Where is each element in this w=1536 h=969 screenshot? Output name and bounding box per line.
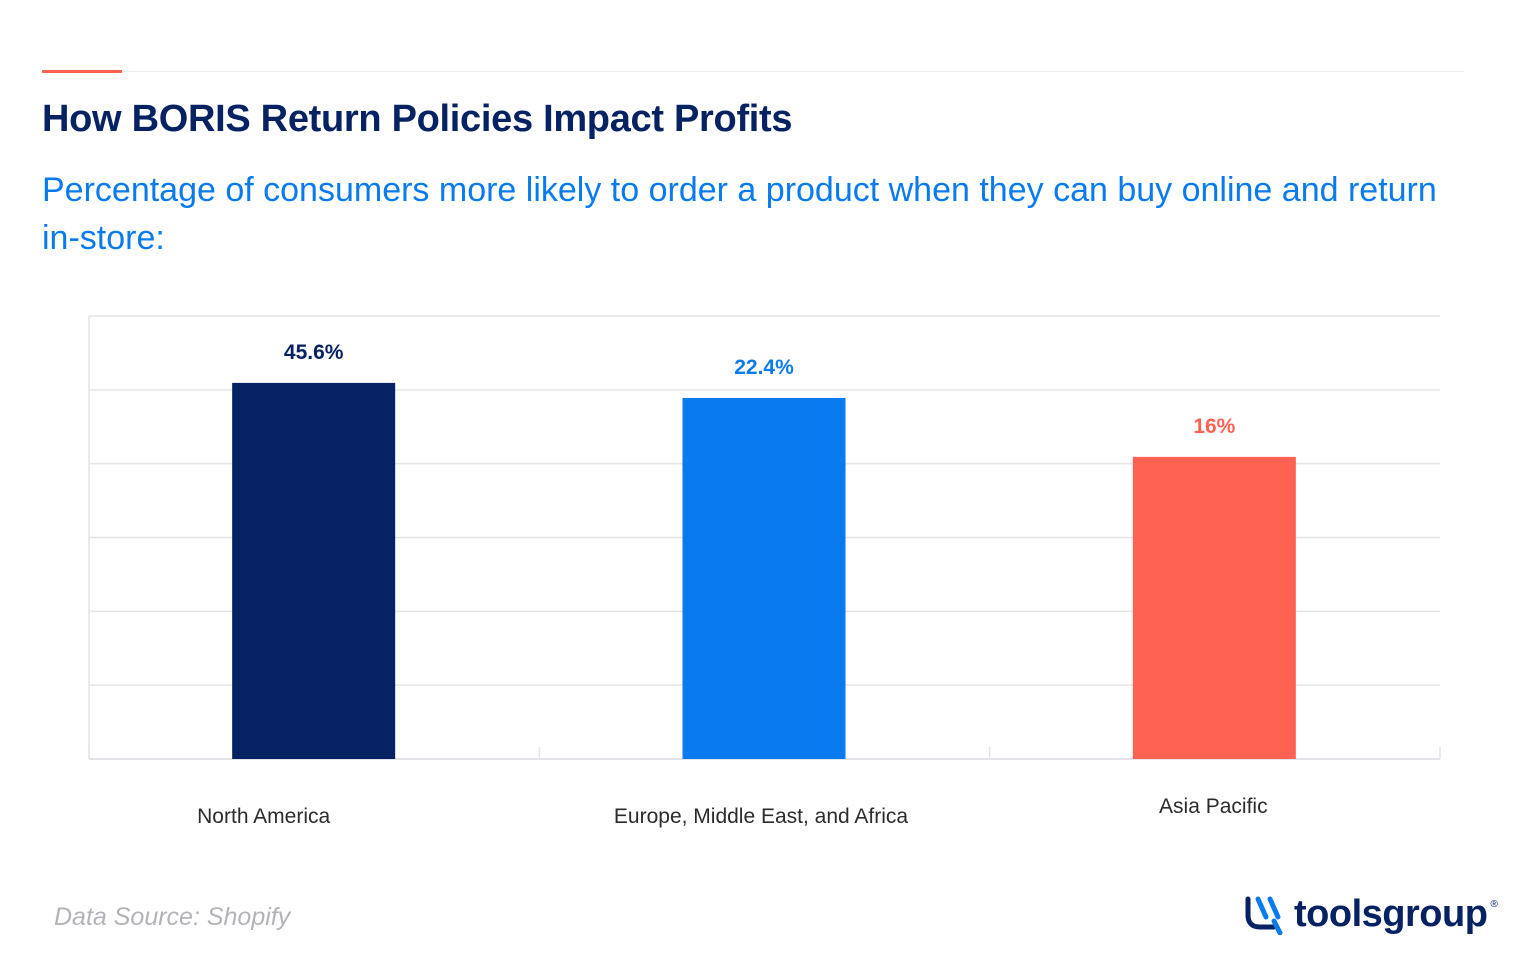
toolsgroup-logo-icon: [1245, 896, 1283, 935]
logo-wordmark: toolsgroup ®: [1294, 893, 1498, 936]
x-tick-label: North America: [197, 805, 330, 828]
toolsgroup-logo: toolsgroup ®: [1244, 893, 1498, 936]
chart-subtitle: Percentage of consumers more likely to o…: [42, 171, 1437, 257]
accent-line: [42, 70, 122, 73]
top-divider: [42, 71, 1464, 72]
bar: [232, 382, 396, 759]
bar: [682, 397, 846, 759]
data-label: 45.6%: [284, 341, 344, 364]
data-label: 22.4%: [734, 356, 794, 379]
data-label: 16%: [1193, 415, 1235, 438]
x-tick-label: Asia Pacific: [1159, 795, 1268, 818]
logo-wordmark-text: toolsgroup: [1294, 893, 1488, 935]
bar: [1132, 456, 1296, 759]
x-tick-label: Europe, Middle East, and Africa: [614, 805, 908, 828]
data-source: Data Source: Shopify: [54, 903, 291, 931]
chart-title: How BORIS Return Policies Impact Profits: [42, 98, 793, 140]
registered-mark: ®: [1490, 899, 1498, 910]
